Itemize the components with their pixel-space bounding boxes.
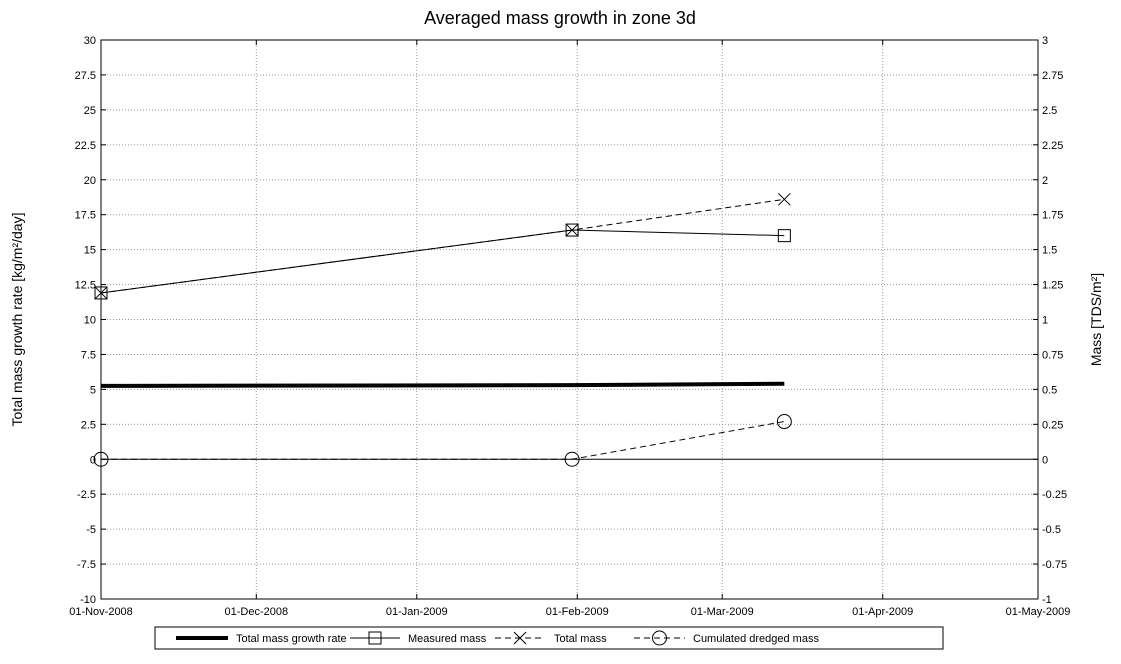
y2-tick-label: 0.75 — [1042, 349, 1063, 361]
y-tick-label: -2.5 — [77, 489, 96, 501]
legend-box — [154, 626, 944, 650]
y2-tick-label: -0.75 — [1042, 559, 1067, 571]
legend-total-mass-growth-rate-label: Total mass growth rate — [236, 633, 347, 645]
y2-tick-label: 0 — [1042, 454, 1048, 466]
chart-title: Averaged mass growth in zone 3d — [424, 8, 696, 28]
series-total-mass-growth-rate-line — [100, 381, 785, 388]
y2-tick-label: 2.5 — [1042, 105, 1057, 117]
y-tick-label: -10 — [80, 594, 96, 606]
y-tick-label: 10 — [84, 315, 96, 327]
y-tick-label: 7.5 — [81, 349, 96, 361]
series-measured-mass-point — [565, 223, 579, 237]
y2-tick-label: 1.5 — [1042, 245, 1057, 257]
y2-tick-label: 0.25 — [1042, 419, 1063, 431]
series-total-mass-point — [777, 192, 791, 206]
y-tick-label: 25 — [84, 105, 96, 117]
x-tick-label: 01-Apr-2009 — [852, 606, 913, 618]
y2-tick-label: 1.25 — [1042, 280, 1063, 292]
legend-measured-mass-marker — [368, 631, 382, 645]
series-cumulated-dredged-mass-point — [776, 414, 792, 430]
series-cumulated-dredged-mass-point — [564, 451, 580, 467]
y2-tick-label: 2.75 — [1042, 70, 1063, 82]
legend-total-mass-label: Total mass — [554, 633, 607, 645]
y2-tick-label: -0.25 — [1042, 489, 1067, 501]
y-tick-label: -5 — [86, 524, 96, 536]
y-tick-label: 0 — [90, 454, 96, 466]
y-tick-label: 12.5 — [75, 280, 96, 292]
y2-axis-label: Mass [TDS/m²] — [1088, 273, 1104, 366]
x-tick-label: 01-Feb-2009 — [546, 606, 609, 618]
y-axis-label: Total mass growth rate [kg/m²/day] — [9, 213, 25, 427]
legend-total-mass-marker — [513, 631, 527, 645]
y-tick-label: 20 — [84, 175, 96, 187]
series-total-mass-point-stroke — [565, 223, 579, 237]
legend: Total mass growth rate Measured mass Total… — [154, 626, 944, 650]
y-tick-label: 17.5 — [75, 210, 96, 222]
x-tick-label: 01-May-2009 — [1006, 606, 1071, 618]
series-total-mass-point — [565, 223, 579, 237]
y-tick-label: 22.5 — [75, 140, 96, 152]
y2-tick-label: 2 — [1042, 175, 1048, 187]
y-tick-label: 15 — [84, 245, 96, 257]
y2-tick-label: -1 — [1042, 594, 1052, 606]
y-tick-label: 30 — [84, 35, 96, 47]
y2-tick-label: 1 — [1042, 315, 1048, 327]
series-measured-mass — [94, 223, 791, 300]
legend-cumulated-dredged-mass-marker — [652, 630, 667, 646]
x-tick-label: 01-Jan-2009 — [386, 606, 448, 618]
y-tick-label: 5 — [90, 384, 96, 396]
plot-series — [93, 192, 792, 467]
x-tick-label: 01-Nov-2008 — [69, 606, 133, 618]
y2-tick-label: -0.5 — [1042, 524, 1061, 536]
y-tick-label: -7.5 — [77, 559, 96, 571]
legend-total-mass: Total mass — [495, 631, 607, 645]
grid-lines — [101, 40, 1038, 599]
legend-total-mass-marker-stroke — [513, 631, 527, 645]
y2-tick-label: 2.25 — [1042, 140, 1063, 152]
y-tick-label: 27.5 — [75, 70, 96, 82]
series-total-mass — [94, 192, 791, 300]
series-total-mass-growth-rate — [100, 381, 785, 388]
series-total-mass-point-stroke — [777, 192, 791, 206]
series-measured-mass-point — [777, 229, 791, 243]
y2-tick-label: 3 — [1042, 35, 1048, 47]
series-measured-mass-line — [100, 229, 785, 294]
y2-tick-label: 0.5 — [1042, 384, 1057, 396]
legend-measured-mass-label: Measured mass — [408, 633, 487, 645]
series-cumulated-dredged-mass — [93, 414, 792, 467]
y2-tick-label: 1.75 — [1042, 210, 1063, 222]
legend-cumulated-dredged-mass-label: Cumulated dredged mass — [693, 633, 819, 645]
x-tick-label: 01-Mar-2009 — [691, 606, 754, 618]
axis-ticks: 01-Nov-2008 01-Dec-2008 01-Jan-2009 01-Feb-… — [69, 35, 1070, 618]
legend-cumulated-dredged-mass: Cumulated dredged mass — [634, 630, 819, 646]
legend-total-mass-growth-rate: Total mass growth rate — [176, 633, 347, 645]
series-cumulated-dredged-mass-line — [101, 421, 785, 460]
series-total-mass-line — [100, 198, 785, 294]
legend-measured-mass: Measured mass — [350, 631, 487, 645]
y-tick-label: 2.5 — [81, 419, 96, 431]
x-tick-label: 01-Dec-2008 — [225, 606, 289, 618]
